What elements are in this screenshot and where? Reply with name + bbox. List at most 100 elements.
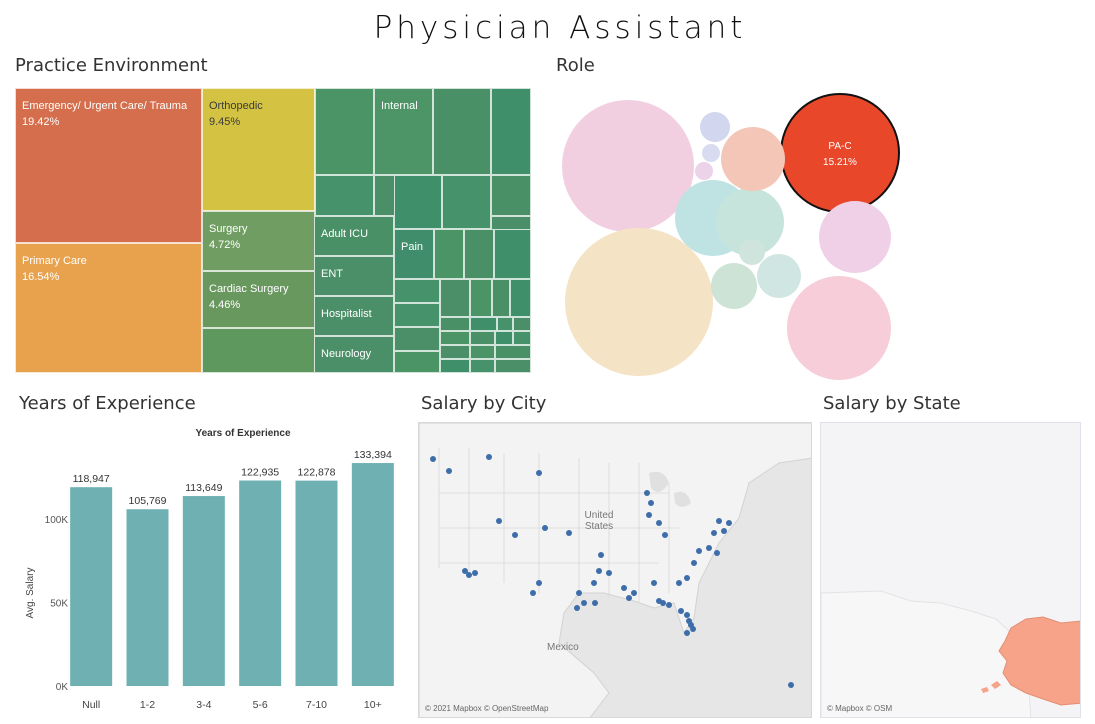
bubble-b5[interactable] — [721, 127, 785, 191]
city-dot[interactable] — [676, 580, 682, 586]
tile-surgery[interactable]: Surgery 4.72% — [202, 211, 315, 271]
city-dot[interactable] — [576, 590, 582, 596]
city-dot[interactable] — [430, 456, 436, 462]
tile-segment[interactable] — [434, 229, 464, 279]
city-dot[interactable] — [598, 552, 604, 558]
tile-segment[interactable] — [510, 279, 531, 317]
tile-segment[interactable] — [495, 359, 531, 373]
city-dot[interactable] — [660, 600, 666, 606]
tile-segment[interactable] — [497, 317, 513, 331]
tile-internal[interactable]: Internal — [374, 88, 433, 175]
tile-segment[interactable] — [394, 303, 440, 327]
city-dot[interactable] — [716, 518, 722, 524]
city-dot[interactable] — [466, 572, 472, 578]
alaska-state[interactable] — [998, 616, 1081, 706]
city-dot[interactable] — [631, 590, 637, 596]
city-dot[interactable] — [706, 545, 712, 551]
bubble-b6[interactable] — [819, 201, 891, 273]
city-dot[interactable] — [596, 568, 602, 574]
city-dot[interactable] — [626, 595, 632, 601]
city-dot[interactable] — [566, 530, 572, 536]
tile-segment[interactable] — [440, 279, 470, 317]
city-dot[interactable] — [691, 560, 697, 566]
tile-hospitalist[interactable]: Hospitalist — [314, 296, 394, 336]
city-dot[interactable] — [512, 532, 518, 538]
tile-segment[interactable] — [394, 327, 440, 351]
bar-7-10[interactable] — [295, 480, 338, 686]
bar-5-6[interactable] — [239, 480, 282, 686]
city-dot[interactable] — [486, 454, 492, 460]
city-dot[interactable] — [646, 512, 652, 518]
bar-10+[interactable] — [351, 463, 394, 686]
tile-segment[interactable] — [394, 279, 440, 303]
city-dot[interactable] — [462, 568, 468, 574]
city-dot[interactable] — [530, 590, 536, 596]
bubble-b8[interactable] — [711, 263, 757, 309]
city-dot[interactable] — [726, 520, 732, 526]
tile-segment[interactable] — [491, 175, 531, 216]
city-dot[interactable] — [711, 530, 717, 536]
bubble-b2[interactable] — [565, 228, 713, 376]
bubble-b11[interactable] — [702, 144, 720, 162]
tile-segment[interactable] — [442, 175, 491, 229]
tile-segment[interactable] — [315, 175, 374, 216]
city-dot[interactable] — [690, 626, 696, 632]
tile-segment[interactable] — [470, 331, 495, 345]
tile-ent[interactable]: ENT — [314, 256, 394, 296]
tile-segment[interactable] — [394, 351, 440, 373]
tile-segment[interactable] — [491, 88, 531, 175]
city-dot[interactable] — [542, 525, 548, 531]
city-dot[interactable] — [621, 585, 627, 591]
tile-segment[interactable] — [470, 359, 495, 373]
city-dot[interactable] — [574, 605, 580, 611]
tile-segment[interactable] — [494, 229, 531, 279]
city-dot[interactable] — [472, 570, 478, 576]
tile-segment[interactable] — [513, 317, 531, 331]
tile-ortho[interactable]: Orthopedic 9.45% — [202, 88, 315, 211]
tile-cardiac[interactable]: Cardiac Surgery 4.46% — [202, 271, 315, 328]
city-dot[interactable] — [662, 532, 668, 538]
tile-segment[interactable] — [495, 331, 513, 345]
tile-segment[interactable] — [495, 345, 531, 359]
city-dot[interactable] — [714, 550, 720, 556]
tile-segment[interactable] — [440, 345, 470, 359]
tile-segment[interactable] — [394, 175, 442, 229]
city-dot[interactable] — [606, 570, 612, 576]
city-dot[interactable] — [684, 630, 690, 636]
tile-segment[interactable] — [492, 279, 510, 317]
city-dot[interactable] — [721, 528, 727, 534]
city-dot[interactable] — [644, 490, 650, 496]
city-dot[interactable] — [496, 518, 502, 524]
city-dot[interactable] — [446, 468, 452, 474]
city-dot[interactable] — [648, 500, 654, 506]
tile-segment[interactable] — [470, 345, 495, 359]
tile-segment[interactable] — [513, 331, 531, 345]
city-dot[interactable] — [581, 600, 587, 606]
city-dot[interactable] — [788, 682, 794, 688]
city-dot[interactable] — [678, 608, 684, 614]
tile-segment[interactable] — [440, 317, 470, 331]
city-dot[interactable] — [536, 470, 542, 476]
city-dot[interactable] — [651, 580, 657, 586]
tile-pain[interactable]: Pain — [394, 229, 434, 279]
tile-segment[interactable] — [470, 279, 492, 317]
bar-Null[interactable] — [70, 487, 113, 686]
bubble-b1[interactable] — [562, 100, 694, 232]
tile-primary[interactable]: Primary Care 16.54% — [15, 243, 202, 373]
city-dot[interactable] — [592, 600, 598, 606]
city-dot[interactable] — [684, 612, 690, 618]
city-dot[interactable] — [536, 580, 542, 586]
city-dot[interactable] — [656, 520, 662, 526]
city-dot[interactable] — [591, 580, 597, 586]
tile-neurology[interactable]: Neurology — [314, 336, 394, 373]
tile-emergency[interactable]: Emergency/ Urgent Care/ Trauma 19.42% — [15, 88, 202, 243]
city-map[interactable]: United States Mexico © 2021 Mapbox © Ope… — [418, 422, 812, 718]
tile-segment[interactable] — [440, 331, 470, 345]
tile-segment[interactable] — [202, 328, 315, 373]
bubble-b4[interactable] — [716, 188, 784, 256]
bubble-b7[interactable] — [787, 276, 891, 380]
bubble-b12[interactable] — [695, 162, 713, 180]
tile-segment[interactable] — [470, 317, 497, 331]
bubble-b13[interactable] — [739, 239, 765, 265]
city-dot[interactable] — [684, 575, 690, 581]
